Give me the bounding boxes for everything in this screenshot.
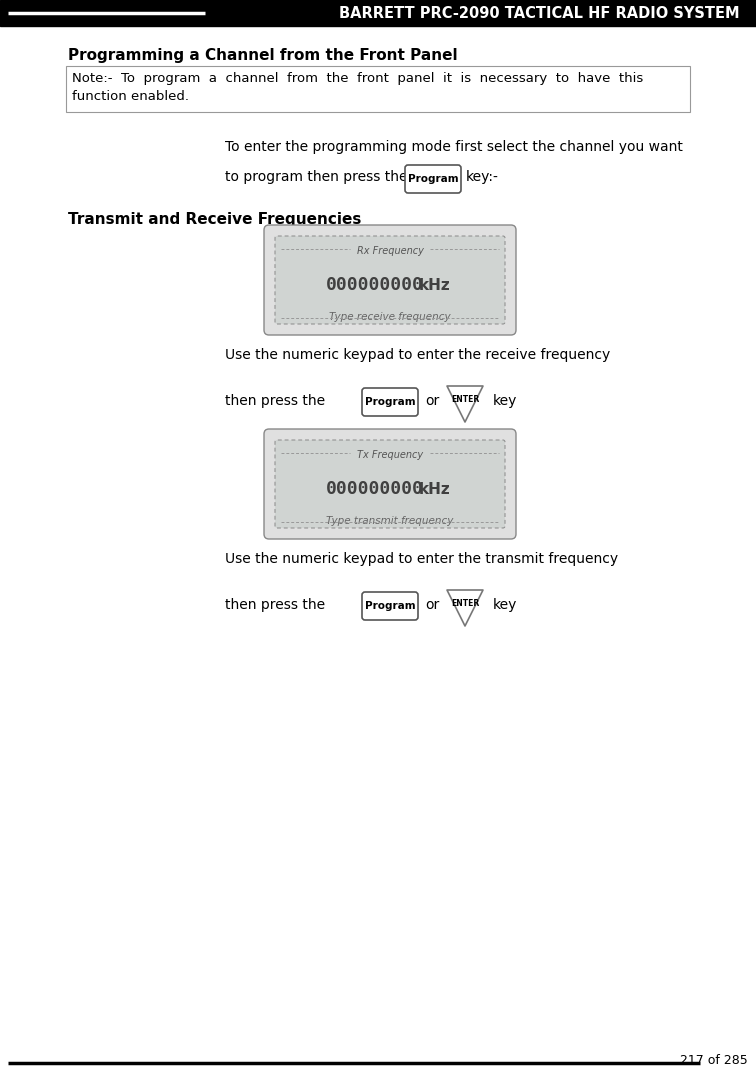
- Text: then press the: then press the: [225, 598, 325, 612]
- FancyBboxPatch shape: [275, 236, 505, 324]
- Text: Type transmit frequency: Type transmit frequency: [327, 516, 454, 526]
- Text: Rx Frequency: Rx Frequency: [357, 246, 423, 256]
- Text: function enabled.: function enabled.: [72, 90, 189, 103]
- Text: Tx Frequency: Tx Frequency: [357, 451, 423, 460]
- Text: key: key: [493, 394, 517, 408]
- Text: Program: Program: [407, 174, 458, 184]
- Text: ENTER: ENTER: [451, 600, 479, 609]
- FancyBboxPatch shape: [405, 165, 461, 193]
- Text: key:-: key:-: [466, 170, 499, 184]
- Text: kHz: kHz: [419, 277, 451, 292]
- Text: Transmit and Receive Frequencies: Transmit and Receive Frequencies: [68, 212, 361, 227]
- Polygon shape: [447, 590, 483, 626]
- Text: or: or: [425, 394, 439, 408]
- Text: Use the numeric keypad to enter the transmit frequency: Use the numeric keypad to enter the tran…: [225, 552, 618, 566]
- Text: Type receive frequency: Type receive frequency: [329, 312, 451, 322]
- FancyBboxPatch shape: [362, 592, 418, 619]
- FancyBboxPatch shape: [264, 429, 516, 539]
- Text: 000000000: 000000000: [326, 480, 424, 498]
- Text: Program: Program: [364, 397, 415, 407]
- Bar: [0, 0, 756, 26]
- Text: Programming a Channel from the Front Panel: Programming a Channel from the Front Pan…: [68, 48, 457, 63]
- Text: to program then press the: to program then press the: [225, 170, 407, 184]
- Bar: [66, 66, 690, 112]
- Text: To enter the programming mode first select the channel you want: To enter the programming mode first sele…: [225, 140, 683, 154]
- Text: ENTER: ENTER: [451, 395, 479, 404]
- FancyBboxPatch shape: [264, 225, 516, 335]
- Text: BARRETT PRC-2090 TACTICAL HF RADIO SYSTEM: BARRETT PRC-2090 TACTICAL HF RADIO SYSTE…: [339, 5, 740, 21]
- Text: Note:-  To  program  a  channel  from  the  front  panel  it  is  necessary  to : Note:- To program a channel from the fro…: [72, 71, 643, 84]
- Text: 000000000: 000000000: [326, 276, 424, 293]
- Text: kHz: kHz: [419, 482, 451, 496]
- Polygon shape: [447, 386, 483, 422]
- FancyBboxPatch shape: [275, 440, 505, 529]
- Text: Use the numeric keypad to enter the receive frequency: Use the numeric keypad to enter the rece…: [225, 348, 610, 362]
- Text: then press the: then press the: [225, 394, 325, 408]
- Text: or: or: [425, 598, 439, 612]
- Text: Program: Program: [364, 601, 415, 611]
- FancyBboxPatch shape: [362, 388, 418, 416]
- Text: 217 of 285: 217 of 285: [680, 1054, 748, 1067]
- Text: key: key: [493, 598, 517, 612]
